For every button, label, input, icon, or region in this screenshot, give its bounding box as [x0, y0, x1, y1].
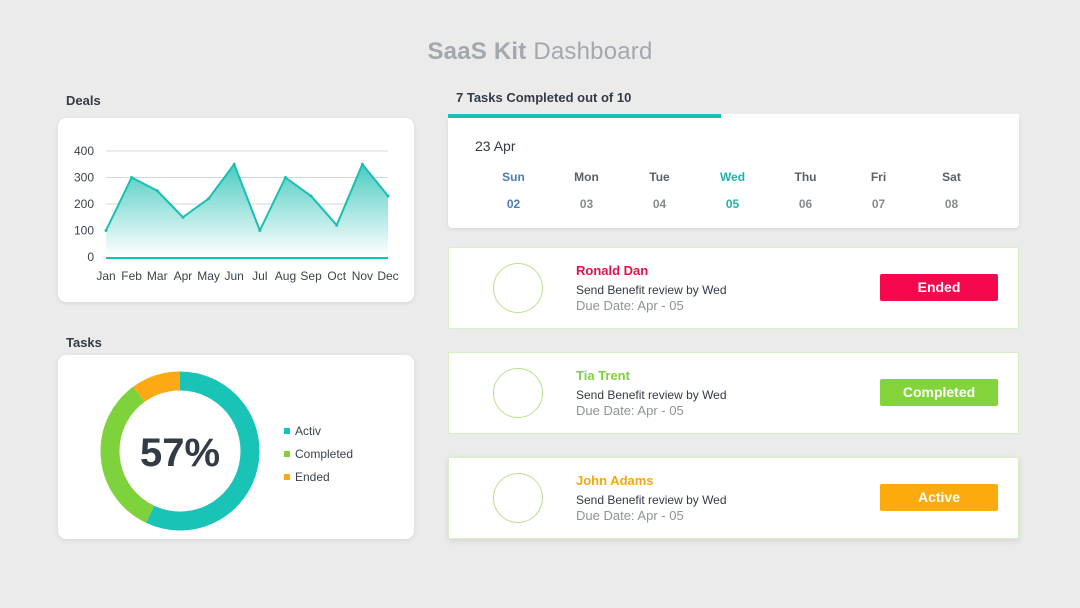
- deals-point: [155, 189, 159, 193]
- task-item-john-adams[interactable]: John Adams Send Benefit review by Wed Du…: [448, 457, 1019, 539]
- status-badge-active[interactable]: Active: [880, 484, 998, 511]
- legend-swatch: [284, 427, 290, 434]
- task-description: Send Benefit review by Wed: [576, 493, 727, 507]
- deals-series-line: [105, 163, 389, 232]
- task-item-tia-trent[interactable]: Tia Trent Send Benefit review by Wed Due…: [448, 352, 1019, 434]
- tasks-donut-chart: 57%: [100, 371, 260, 531]
- day-number: 05: [725, 197, 740, 211]
- day-number: 07: [871, 197, 886, 211]
- x-tick-label: May: [197, 269, 220, 283]
- progress-label: 7 Tasks Completed out of 10: [456, 90, 632, 105]
- deals-point: [181, 215, 185, 219]
- deals-point: [130, 176, 134, 179]
- deals-card: 0 100 200 300 400 Jan Feb Mar Apr May Jun Jul Aug Sep…: [58, 118, 414, 302]
- deals-point: [283, 176, 287, 179]
- tasks-card: 57% Activ Completed Ended: [58, 355, 414, 539]
- calendar-day-mon[interactable]: Mon 03: [550, 170, 623, 211]
- calendar-day-fri[interactable]: Fri 07: [842, 170, 915, 211]
- progress-bar-fill: [448, 114, 722, 118]
- status-badge-ended[interactable]: Ended: [880, 274, 998, 301]
- progress-bar: [448, 114, 1019, 118]
- task-item-ronald-dan[interactable]: Ronald Dan Send Benefit review by Wed Du…: [448, 247, 1019, 329]
- x-tick-label: Jul: [252, 269, 267, 283]
- avatar: [493, 368, 543, 418]
- deals-point: [309, 194, 313, 198]
- day-number: 08: [944, 197, 959, 211]
- tasks-label: Tasks: [66, 335, 102, 350]
- donut-slice-activ: [146, 371, 260, 531]
- x-tick-label: Aug: [275, 269, 296, 283]
- donut-center-value: 57%: [140, 431, 220, 475]
- day-number: 02: [506, 197, 521, 211]
- page-title-brand: SaaS Kit: [427, 38, 527, 65]
- deals-point: [335, 223, 339, 227]
- calendar-day-thu[interactable]: Thu 06: [769, 170, 842, 211]
- calendar-day-wed[interactable]: Wed 05: [696, 170, 769, 211]
- calendar-card: 23 Apr Sun 02 Mon 03 Tue 04 Wed 05 Thu 0…: [448, 118, 1019, 228]
- day-name: Tue: [649, 170, 670, 184]
- avatar: [493, 263, 543, 313]
- calendar-day-sat[interactable]: Sat 08: [915, 170, 988, 211]
- deals-point: [386, 194, 390, 198]
- legend-swatch: [284, 473, 290, 480]
- page-title: SaaS Kit Dashboard: [0, 38, 1080, 66]
- donut-slice-ended: [133, 371, 181, 403]
- page-title-rest: Dashboard: [526, 38, 653, 65]
- deals-point: [232, 162, 236, 166]
- x-tick-label: Apr: [174, 269, 193, 283]
- y-tick-label: 0: [87, 250, 94, 264]
- day-name: Sat: [942, 170, 961, 184]
- task-description: Send Benefit review by Wed: [576, 283, 727, 297]
- calendar-day-tue[interactable]: Tue 04: [623, 170, 696, 211]
- deals-area-fill: [106, 164, 388, 257]
- task-assignee: Ronald Dan: [576, 263, 649, 278]
- x-tick-label: Jun: [225, 269, 244, 283]
- task-assignee: John Adams: [576, 473, 654, 488]
- x-tick-label: Jan: [96, 269, 115, 283]
- day-name: Fri: [870, 170, 887, 184]
- y-tick-label: 100: [74, 224, 94, 238]
- tasks-legend: Activ Completed Ended: [284, 419, 353, 488]
- x-tick-label: Feb: [121, 269, 142, 283]
- task-due-date: Due Date: Apr - 05: [576, 403, 684, 418]
- day-number: 06: [798, 197, 813, 211]
- legend-item-completed: Completed: [284, 442, 353, 465]
- legend-label: Completed: [295, 446, 354, 461]
- deals-point: [258, 229, 262, 232]
- legend-item-ended: Ended: [284, 465, 353, 488]
- task-assignee: Tia Trent: [576, 368, 630, 383]
- y-tick-label: 300: [74, 171, 94, 185]
- task-description: Send Benefit review by Wed: [576, 388, 727, 402]
- calendar-week: Sun 02 Mon 03 Tue 04 Wed 05 Thu 06 Fri 0…: [477, 170, 988, 211]
- day-name: Wed: [719, 170, 746, 184]
- day-number: 04: [652, 197, 667, 211]
- x-tick-label: Dec: [377, 269, 398, 283]
- deals-label: Deals: [66, 93, 101, 108]
- y-tick-label: 400: [74, 144, 94, 158]
- legend-label: Activ: [295, 423, 322, 438]
- avatar: [493, 473, 543, 523]
- legend-label: Ended: [295, 469, 330, 484]
- day-name: Thu: [794, 170, 817, 184]
- day-number: 03: [579, 197, 594, 211]
- task-due-date: Due Date: Apr - 05: [576, 508, 684, 523]
- task-due-date: Due Date: Apr - 05: [576, 298, 684, 313]
- day-name: Sun: [502, 170, 525, 184]
- status-badge-completed[interactable]: Completed: [880, 379, 998, 406]
- donut-slice-completed: [100, 386, 155, 523]
- x-tick-label: Nov: [352, 269, 373, 283]
- calendar-day-sun[interactable]: Sun 02: [477, 170, 550, 211]
- deals-area-chart: 0 100 200 300 400 Jan Feb Mar Apr May Jun Jul Aug Sep…: [74, 144, 399, 283]
- y-tick-label: 200: [74, 197, 94, 211]
- x-tick-label: Sep: [300, 269, 322, 283]
- day-name: Mon: [574, 170, 599, 184]
- legend-swatch: [284, 450, 290, 457]
- legend-item-activ: Activ: [284, 419, 353, 442]
- deals-point: [360, 162, 364, 166]
- x-tick-label: Mar: [147, 269, 168, 283]
- x-tick-label: Oct: [327, 269, 346, 283]
- calendar-date: 23 Apr: [475, 138, 516, 154]
- deals-point: [104, 229, 108, 232]
- deals-point: [207, 197, 211, 201]
